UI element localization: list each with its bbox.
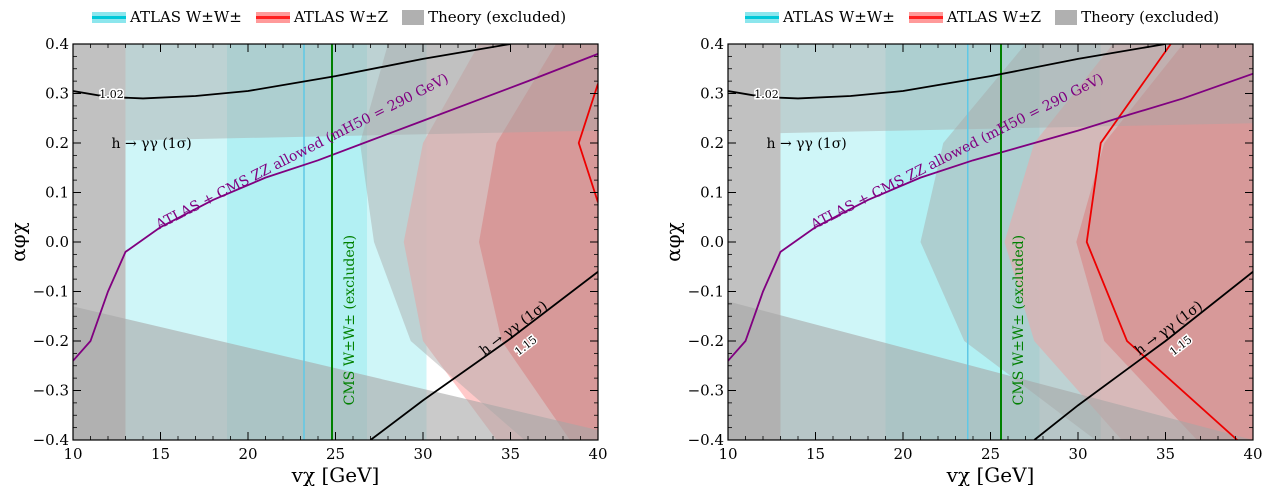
legend-item-theory: Theory (excluded) [402,8,566,26]
y-tick-label: −0.1 [33,283,69,301]
theory-excluded-top [125,44,598,141]
y-axis-label: αφχ [6,222,30,262]
y-tick-label: 0.1 [45,184,69,202]
x-tick-label: 35 [1156,445,1175,463]
legend-item-theory: Theory (excluded) [1055,8,1219,26]
y-tick-label: 0.4 [45,35,69,53]
x-tick-label: 10 [63,445,82,463]
cms-ww-label: CMS W±W± (excluded) [1011,235,1027,405]
x-tick-label: 35 [501,445,520,463]
h-upper-value-label: 1.02 [99,88,124,101]
legend-right: ATLAS W±W± ATLAS W±Z Theory (excluded) [745,2,1219,32]
legend-label-atlas-wz: ATLAS W±Z [293,8,389,26]
y-tick-label: −0.2 [688,332,724,350]
legend-swatch-theory [402,9,425,25]
y-tick-label: 0.2 [700,134,724,152]
legend-item-atlas-wz: ATLAS W±Z [255,8,389,26]
legend-left: ATLAS W±W± ATLAS W±Z Theory (excluded) [92,2,566,32]
legend-item-atlas-wz: ATLAS W±Z [908,8,1042,26]
y-tick-label: −0.4 [33,431,69,449]
y-tick-label: 0.3 [700,85,724,103]
y-tick-label: 0.1 [700,184,724,202]
theory-excluded-top [780,44,1253,134]
x-tick-label: 15 [151,445,170,463]
chart-panel-left: 1.02h → γγ (1σ)1.15h → γγ (1σ)ATLAS + CM… [6,35,608,487]
y-tick-label: 0.0 [700,233,724,251]
y-tick-label: −0.1 [688,283,724,301]
legend-label-theory: Theory (excluded) [428,8,567,26]
atlas-wz-inner-band [1076,44,1253,440]
x-tick-label: 30 [1068,445,1087,463]
zz-allowed-curve [728,72,1253,362]
h-upper-annotation: h → γγ (1σ) [112,136,192,152]
x-tick-label: 10 [718,445,737,463]
plot-area [73,44,598,440]
legend-swatch-atlas-ww [92,11,126,23]
legend-item-atlas-ww: ATLAS W±W± [745,8,895,26]
legend-swatch-atlas-wz [908,11,943,23]
theory-excluded-region [360,44,598,440]
x-axis-label: vχ [GeV] [946,463,1035,487]
y-tick-label: 0.4 [700,35,724,53]
h-gamma-lower-curve [1033,270,1253,440]
zz-allowed-curve [73,53,598,362]
legend-swatch-atlas-wz [255,11,290,23]
y-axis-label: αφχ [661,222,685,262]
legend-swatch-atlas-ww [745,11,779,23]
theory-excluded-bottom [73,306,598,440]
cms-ww-label: CMS W±W± (excluded) [342,235,358,405]
h-gamma-upper-curve [73,44,511,100]
h-gamma-upper-curve [728,44,1166,100]
legend-item-atlas-ww: ATLAS W±W± [92,8,242,26]
y-tick-label: −0.4 [688,431,724,449]
y-tick-label: −0.3 [33,382,69,400]
atlas-wz-central-curve [1085,44,1238,440]
x-tick-label: 20 [238,445,257,463]
atlas-wz-inner-band [479,44,598,440]
x-tick-label: 15 [806,445,825,463]
legend-label-atlas-wz: ATLAS W±Z [946,8,1042,26]
x-tick-label: 20 [893,445,912,463]
atlas-wz-central-curve [577,83,598,203]
x-tick-label: 25 [326,445,345,463]
y-tick-label: −0.3 [688,382,724,400]
y-tick-label: 0.2 [45,134,69,152]
legend-label-atlas-ww: ATLAS W±W± [130,8,242,26]
x-tick-label: 40 [588,445,607,463]
plot-area [728,44,1253,440]
legend-label-theory: Theory (excluded) [1081,8,1220,26]
y-tick-label: 0.3 [45,85,69,103]
theory-excluded-bottom [728,301,1253,440]
legend-swatch-theory [1055,9,1078,25]
x-tick-label: 30 [413,445,432,463]
chart-panel-right: 1.02h → γγ (1σ)1.15h → γγ (1σ)ATLAS + CM… [661,35,1263,487]
y-tick-label: −0.2 [33,332,69,350]
x-axis-label: vχ [GeV] [291,463,380,487]
h-upper-value-label: 1.02 [754,88,779,101]
legend-label-atlas-ww: ATLAS W±W± [783,8,895,26]
x-tick-label: 40 [1243,445,1262,463]
x-tick-label: 25 [981,445,1000,463]
h-upper-annotation: h → γγ (1σ) [767,136,847,152]
h-gamma-lower-curve [369,270,598,440]
y-tick-label: 0.0 [45,233,69,251]
